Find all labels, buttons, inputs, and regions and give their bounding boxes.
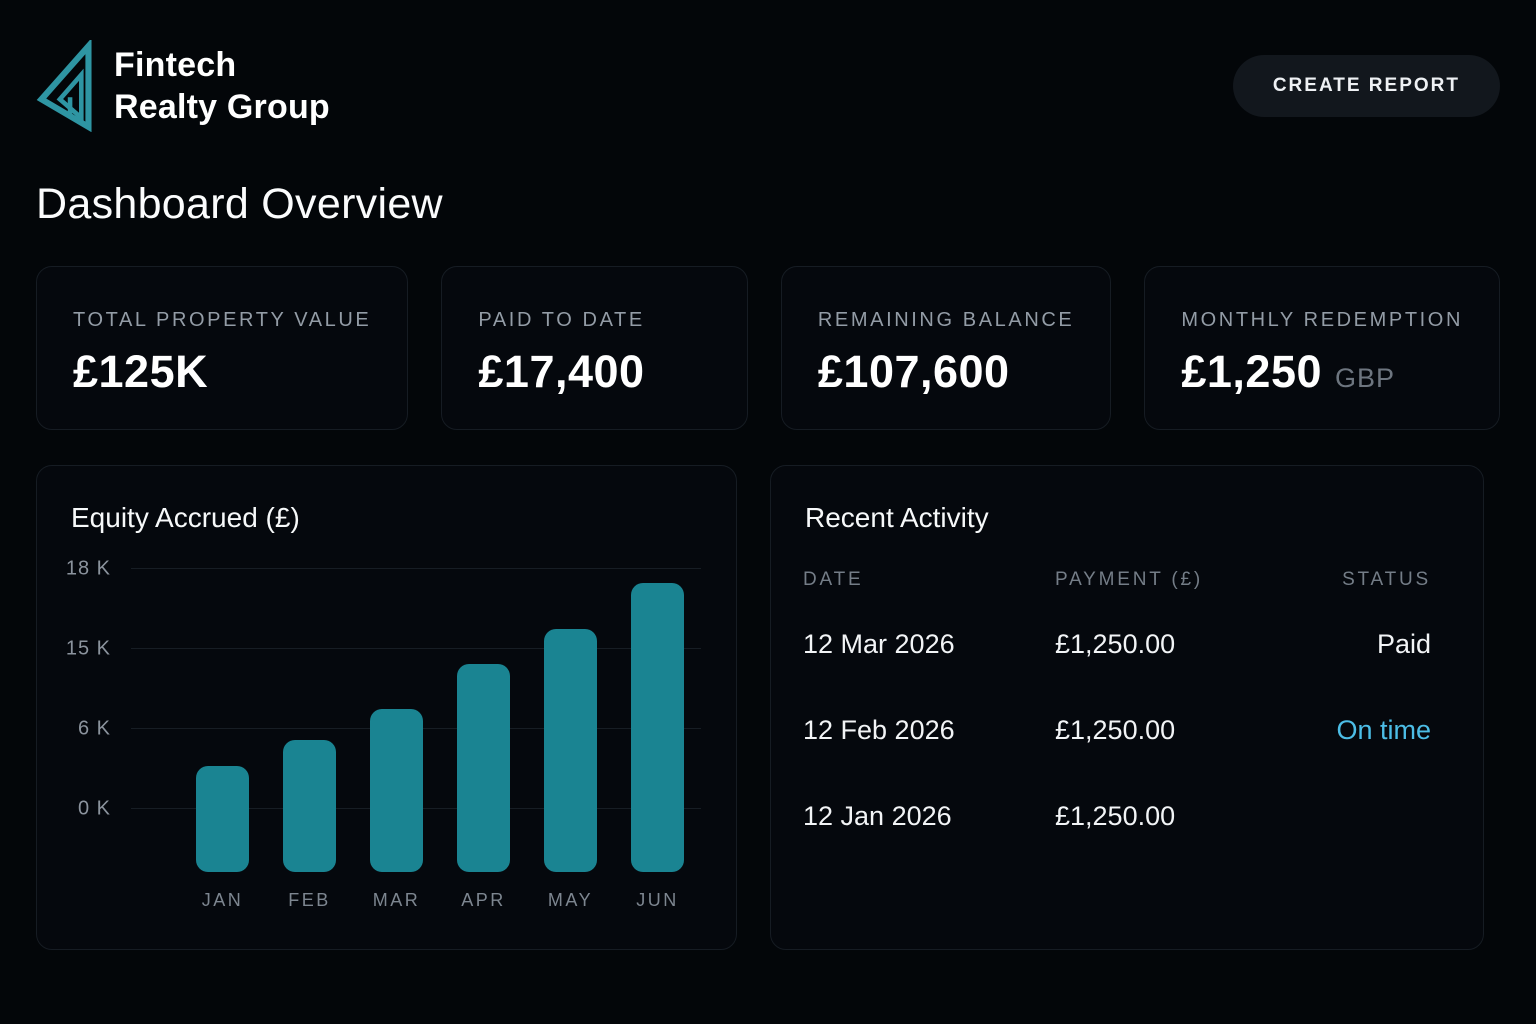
equity-chart: 18 K 15 K 6 K 0 K JAN FEB MAR APR MAY JUN xyxy=(37,466,736,949)
gridline xyxy=(131,568,701,569)
equity-bar-jun xyxy=(631,583,684,872)
cell-payment: £1,250.00 xyxy=(1055,714,1176,745)
equity-bar-feb xyxy=(283,740,336,872)
x-axis-label-jun: JUN xyxy=(636,890,679,910)
stat-value: £125K xyxy=(73,346,209,397)
activity-rows: 12 Mar 2026 £1,250.00 Paid 12 Feb 2026 £1,25… xyxy=(803,601,1431,859)
brand-logo-icon xyxy=(36,40,92,132)
brand-name-line1: Fintech xyxy=(114,45,237,84)
x-axis-label-mar: MAR xyxy=(372,890,421,910)
equity-bar-may xyxy=(544,629,597,872)
brand-logo-group[interactable]: Fintech Realty Group xyxy=(36,40,330,132)
recent-activity-title: Recent Activity xyxy=(805,502,989,533)
activity-table-header: DATE PAYMENT (£) STATUS xyxy=(803,569,1431,591)
y-axis-tick-label: 6 K xyxy=(77,717,111,740)
y-axis-tick-label: 18 K xyxy=(65,557,111,580)
stat-label: PAID TO DATE xyxy=(478,309,645,331)
cell-payment: £1,250.00 xyxy=(1055,628,1176,659)
create-report-button[interactable]: CREATE REPORT xyxy=(1232,55,1500,117)
stat-value: £17,400 xyxy=(478,346,645,397)
column-header-status: STATUS xyxy=(1342,569,1431,590)
recent-activity-panel: Recent Activity DATE PAYMENT (£) STATUS … xyxy=(770,465,1484,950)
table-row: 12 Feb 2026 £1,250.00 On time xyxy=(803,687,1431,773)
table-row: 12 Jan 2026 £1,250.00 xyxy=(803,773,1431,859)
column-header-payment: PAYMENT (£) xyxy=(1055,569,1203,590)
cell-status: Paid xyxy=(1376,628,1431,659)
stat-card-paid-to-date: PAID TO DATE £17,400 xyxy=(441,266,748,430)
y-axis-tick-label: 15 K xyxy=(65,637,111,660)
brand-name-line2: Realty Group xyxy=(114,88,330,126)
y-axis-tick-label: 0 K xyxy=(77,797,111,820)
cell-payment: £1,250.00 xyxy=(1055,800,1176,831)
header: Fintech Realty Group CREATE REPORT xyxy=(36,40,1500,132)
gridline xyxy=(131,648,701,649)
brand-name: Fintech Realty Group xyxy=(114,44,330,128)
stat-value: £1,250 GBP xyxy=(1181,346,1463,398)
x-axis-label-apr: APR xyxy=(461,890,506,910)
table-row: 12 Mar 2026 £1,250.00 Paid xyxy=(803,601,1431,687)
equity-bar-mar xyxy=(370,709,423,872)
cell-date: 12 Mar 2026 xyxy=(803,628,955,659)
stat-card-total-property-value: TOTAL PROPERTY VALUE £125K xyxy=(36,266,409,430)
stat-value: £107,600 xyxy=(817,346,1010,397)
column-header-date: DATE xyxy=(803,569,864,590)
x-axis-label-feb: FEB xyxy=(288,890,331,910)
stat-value-amount: £1,250 xyxy=(1181,346,1322,397)
equity-bar-apr xyxy=(457,664,510,872)
stat-card-remaining-balance: REMAINING BALANCE £107,600 xyxy=(780,266,1112,430)
stat-value-currency: GBP xyxy=(1335,363,1396,393)
stat-card-monthly-redemption: MONTHLY REDEMPTION £1,250 GBP xyxy=(1144,266,1500,430)
stat-label: TOTAL PROPERTY VALUE xyxy=(73,309,372,331)
x-axis-label-may: MAY xyxy=(547,890,594,910)
stat-label: REMAINING BALANCE xyxy=(817,309,1075,331)
bottom-grid: Equity Accrued (£) 18 K 15 K 6 K 0 K JAN FEB M… xyxy=(36,465,1500,950)
equity-chart-title: Equity Accrued (£) xyxy=(71,502,300,533)
stats-grid: TOTAL PROPERTY VALUE £125K PAID TO DATE … xyxy=(36,266,1500,430)
equity-chart-panel: Equity Accrued (£) 18 K 15 K 6 K 0 K JAN FEB M… xyxy=(36,465,737,950)
equity-bar-jan xyxy=(196,766,249,872)
cell-date: 12 Jan 2026 xyxy=(803,800,952,831)
page-title: Dashboard Overview xyxy=(36,180,443,228)
cell-status: On time xyxy=(1336,714,1431,745)
cell-date: 12 Feb 2026 xyxy=(803,714,955,745)
stat-label: MONTHLY REDEMPTION xyxy=(1181,309,1463,331)
x-axis-label-jan: JAN xyxy=(201,890,244,910)
